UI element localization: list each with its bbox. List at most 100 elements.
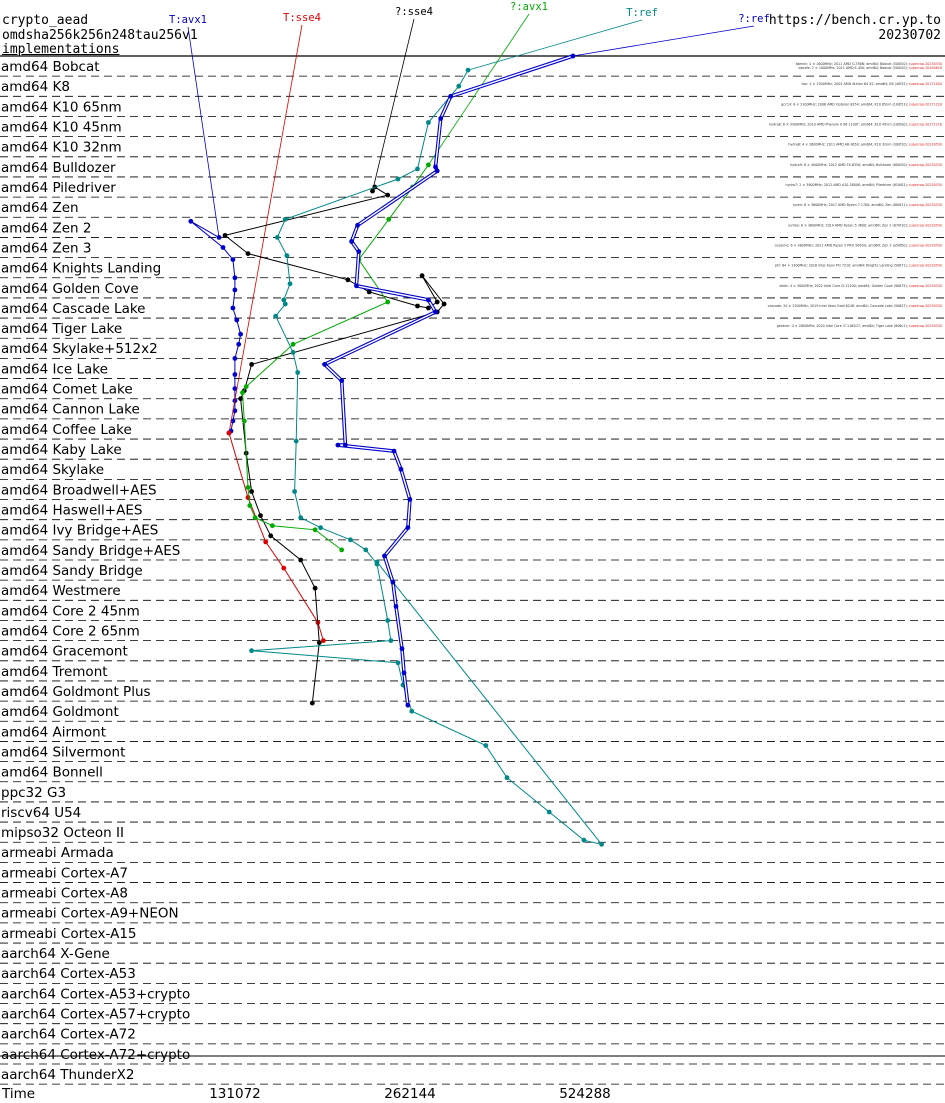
data-point	[385, 192, 391, 198]
data-point	[398, 466, 404, 472]
row-label: amd64 Core 2 45nm	[1, 603, 140, 619]
data-point	[238, 396, 244, 402]
data-point	[238, 331, 244, 337]
data-point	[290, 341, 296, 347]
data-point	[405, 702, 411, 708]
data-point	[343, 442, 348, 448]
x-tick-label: 131072	[209, 1086, 261, 1102]
data-point	[222, 233, 228, 238]
row-label: amd64 Goldmont Plus	[1, 684, 151, 700]
machine-note: phi: 64 × 1300MHz; 2016 Intel Xeon Phi 7…	[775, 264, 942, 268]
data-point	[270, 523, 275, 529]
data-point	[504, 775, 510, 781]
row-label: armeabi Cortex-A8	[1, 886, 128, 902]
series-leader	[572, 25, 755, 57]
machine-note: bbmini: 2 × 1600MHz; 2011 AMD G-T56N; am…	[796, 62, 942, 66]
data-point	[318, 525, 323, 531]
data-point	[438, 116, 444, 121]
data-point	[386, 216, 392, 222]
data-point	[382, 553, 387, 559]
data-point	[309, 700, 315, 706]
row-label: amd64 Knights Landing	[1, 261, 161, 277]
row-label: amd64 Coffee Lake	[1, 422, 132, 438]
row-label: amd64 Comet Lake	[1, 382, 133, 398]
row-label: amd64 Zen 3	[1, 240, 91, 256]
row-label: amd64 Broadwell+AES	[1, 482, 157, 498]
data-point	[295, 370, 301, 375]
series-label: ?:ref	[738, 13, 770, 25]
series-leader	[187, 26, 220, 238]
row-label: amd64 Gracemont	[1, 644, 128, 660]
row-label: amd64 K8	[1, 79, 70, 95]
data-point	[456, 83, 462, 89]
row-label: amd64 K10 32nm	[1, 140, 122, 156]
data-point	[232, 356, 238, 361]
snapshot-date: 20230702	[878, 28, 941, 43]
data-point	[232, 408, 238, 414]
series-lines	[187, 13, 755, 847]
data-point	[433, 309, 438, 315]
data-point	[405, 525, 411, 531]
data-point	[284, 253, 290, 258]
data-point	[247, 503, 253, 508]
row-label: amd64 Sandy Bridge+AES	[1, 543, 180, 559]
row-label: aarch64 ThunderX2	[1, 1067, 134, 1083]
series-label: ?:avx1	[510, 1, 548, 13]
machine-note: hydra7: 2 × 3900MHz; 2012 AMD A10-5800K;…	[786, 183, 943, 187]
data-point	[232, 275, 238, 281]
data-point	[268, 533, 274, 539]
data-point	[188, 218, 194, 224]
series-line	[223, 186, 445, 704]
series-label: T:avx1	[169, 14, 207, 26]
data-point	[339, 378, 345, 383]
x-tick-label: 262144	[384, 1086, 436, 1102]
data-point	[232, 287, 238, 293]
data-point	[355, 222, 360, 228]
data-point	[433, 164, 438, 170]
data-point	[322, 362, 328, 367]
data-point	[385, 618, 391, 623]
implementations-link[interactable]: implementations	[2, 42, 120, 57]
row-grid	[0, 55, 945, 1085]
row-label: amd64 Haswell+AES	[1, 503, 142, 519]
row-label: amd64 Golden Cove	[1, 281, 139, 297]
data-point	[249, 362, 255, 367]
row-label: amd64 Sandy Bridge	[1, 563, 143, 579]
data-point	[282, 216, 288, 222]
data-point	[395, 176, 401, 182]
data-point	[274, 235, 280, 240]
machine-note: gcc14: 8 × 2100MHz; 2008 AMD Opteron 835…	[781, 102, 942, 106]
row-label: armeabi Cortex-A7	[1, 865, 128, 881]
data-point	[292, 489, 297, 494]
data-point	[281, 297, 287, 303]
row-label: amd64 Cascade Lake	[1, 301, 146, 317]
machine-note: bbcafe: 2 × 1000MHz; 2011 AMD E-450; amd…	[799, 66, 943, 70]
series-label: T:sse4	[283, 12, 321, 24]
data-point	[419, 273, 425, 279]
data-point	[599, 841, 604, 847]
site-url[interactable]: https://bench.cr.yp.to	[768, 13, 941, 28]
machine-note: cascade: 20 × 2500MHz; 2019 Intel Xeon G…	[768, 304, 942, 308]
machine-note: jumbo: 8 × 3600MHz; 2019 AMD Ryzen 5 360…	[787, 223, 942, 227]
data-point	[391, 448, 397, 454]
row-label: armeabi Cortex-A9+NEON	[1, 906, 179, 922]
row-label: amd64 Westmere	[1, 583, 121, 599]
row-label: amd64 Tremont	[1, 664, 108, 680]
row-label: aarch64 X-Gene	[1, 946, 110, 962]
row-label: amd64 K10 45nm	[1, 119, 122, 135]
data-point	[366, 289, 372, 295]
x-tick-label: 524288	[559, 1086, 611, 1102]
series-leader	[428, 13, 530, 166]
operation-name: omdsha256k256n248tau256v1	[2, 28, 198, 43]
data-point	[232, 372, 238, 377]
row-label: amd64 Kaby Lake	[1, 442, 122, 458]
data-point	[426, 305, 431, 311]
data-point	[415, 166, 420, 172]
data-point	[395, 660, 401, 666]
data-point	[407, 497, 413, 502]
data-point	[354, 283, 359, 289]
data-point	[374, 559, 380, 565]
data-point	[273, 313, 279, 319]
row-label: riscv64 U54	[1, 805, 81, 821]
row-label: amd64 Skylake	[1, 462, 104, 478]
